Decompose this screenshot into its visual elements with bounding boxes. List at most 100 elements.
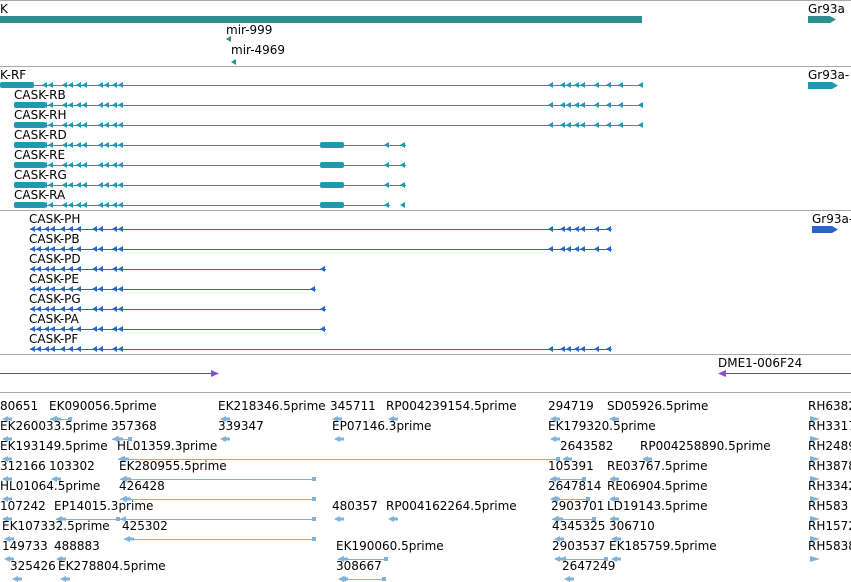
exon-arrow[interactable]	[76, 286, 81, 292]
exon-arrow[interactable]	[560, 102, 565, 108]
exon-arrow[interactable]	[580, 246, 585, 252]
exon-arrow[interactable]	[118, 122, 123, 128]
exon-arrow[interactable]	[112, 202, 117, 208]
exon-block[interactable]	[14, 202, 46, 208]
exon-arrow[interactable]	[560, 122, 565, 128]
exon-arrow[interactable]	[82, 162, 87, 168]
est-arrow[interactable]	[554, 536, 560, 542]
exon-arrow[interactable]	[104, 162, 109, 168]
exon-arrow[interactable]	[118, 226, 123, 232]
exon-arrow[interactable]	[574, 226, 579, 232]
exon-arrow[interactable]	[48, 82, 53, 88]
exon-arrow[interactable]	[320, 306, 325, 312]
exon-arrow[interactable]	[112, 286, 117, 292]
est-arrow[interactable]	[810, 496, 820, 502]
exon-arrow[interactable]	[118, 82, 123, 88]
est-block[interactable]	[648, 457, 652, 461]
exon-arrow[interactable]	[42, 182, 47, 188]
exon-arrow[interactable]	[400, 182, 405, 188]
est-block[interactable]	[615, 517, 619, 521]
exon-arrow[interactable]	[50, 266, 55, 272]
exon-arrow[interactable]	[118, 246, 123, 252]
exon-arrow[interactable]	[560, 82, 565, 88]
exon-arrow[interactable]	[62, 82, 67, 88]
est-arrow[interactable]	[388, 516, 394, 522]
exon-block[interactable]	[320, 142, 344, 148]
exon-arrow[interactable]	[384, 182, 389, 188]
exon-arrow[interactable]	[112, 182, 117, 188]
exon-arrow[interactable]	[36, 286, 41, 292]
est-block[interactable]	[556, 457, 560, 461]
exon-arrow[interactable]	[76, 326, 81, 332]
exon-arrow[interactable]	[580, 346, 585, 352]
exon-arrow[interactable]	[42, 162, 47, 168]
est-block[interactable]	[338, 417, 342, 421]
exon-arrow[interactable]	[36, 306, 41, 312]
mir-999-glyph[interactable]	[226, 36, 231, 42]
est-arrow[interactable]	[4, 556, 10, 562]
exon-arrow[interactable]	[112, 326, 117, 332]
exon-arrow[interactable]	[30, 306, 35, 312]
est-arrow[interactable]	[334, 436, 340, 442]
exon-arrow[interactable]	[118, 202, 123, 208]
exon-arrow[interactable]	[98, 102, 103, 108]
exon-arrow[interactable]	[76, 246, 81, 252]
exon-arrow[interactable]	[320, 266, 325, 272]
exon-arrow[interactable]	[48, 182, 53, 188]
gene-gr93a-arrow[interactable]	[808, 16, 836, 23]
est-block[interactable]	[8, 437, 12, 441]
est-arrow[interactable]	[810, 416, 820, 422]
est-block[interactable]	[394, 517, 398, 521]
exon-arrow[interactable]	[566, 122, 571, 128]
exon-arrow[interactable]	[580, 122, 585, 128]
exon-arrow[interactable]	[104, 102, 109, 108]
exon-arrow[interactable]	[580, 226, 585, 232]
exon-arrow[interactable]	[62, 162, 67, 168]
exon-arrow[interactable]	[50, 246, 55, 252]
est-block[interactable]	[128, 437, 132, 441]
exon-arrow[interactable]	[30, 286, 35, 292]
exon-arrow[interactable]	[60, 266, 65, 272]
est-block[interactable]	[8, 477, 12, 481]
exon-arrow[interactable]	[82, 82, 87, 88]
est-block[interactable]	[8, 497, 12, 501]
est-arrow[interactable]	[611, 556, 617, 562]
exon-arrow[interactable]	[48, 202, 53, 208]
exon-arrow[interactable]	[60, 226, 65, 232]
exon-arrow[interactable]	[548, 226, 553, 232]
exon-arrow[interactable]	[118, 162, 123, 168]
exon-arrow[interactable]	[98, 162, 103, 168]
exon-arrow[interactable]	[320, 326, 325, 332]
est-arrow[interactable]	[56, 516, 62, 522]
est-block[interactable]	[10, 557, 14, 561]
est-block[interactable]	[617, 537, 621, 541]
exon-arrow[interactable]	[62, 182, 67, 188]
exon-arrow[interactable]	[98, 82, 103, 88]
exon-arrow[interactable]	[68, 286, 73, 292]
est-arrow[interactable]	[120, 476, 126, 482]
mir-4969-glyph[interactable]	[231, 59, 236, 65]
exon-arrow[interactable]	[98, 182, 103, 188]
exon-arrow[interactable]	[112, 266, 117, 272]
exon-block[interactable]	[0, 82, 34, 88]
exon-arrow[interactable]	[594, 102, 599, 108]
exon-arrow[interactable]	[68, 162, 73, 168]
exon-arrow[interactable]	[60, 286, 65, 292]
exon-arrow[interactable]	[68, 306, 73, 312]
exon-arrow[interactable]	[118, 102, 123, 108]
exon-arrow[interactable]	[44, 266, 49, 272]
exon-arrow[interactable]	[566, 82, 571, 88]
est-arrow[interactable]	[338, 556, 344, 562]
exon-arrow[interactable]	[112, 162, 117, 168]
exon-arrow[interactable]	[44, 326, 49, 332]
est-block[interactable]	[570, 577, 574, 581]
est-block[interactable]	[340, 437, 344, 441]
exon-arrow[interactable]	[36, 346, 41, 352]
est-arrow[interactable]	[810, 536, 820, 542]
est-arrow[interactable]	[810, 516, 820, 522]
est-arrow[interactable]	[4, 536, 10, 542]
exon-arrow[interactable]	[112, 82, 117, 88]
exon-block[interactable]	[14, 182, 46, 188]
exon-arrow[interactable]	[62, 102, 67, 108]
exon-arrow[interactable]	[68, 122, 73, 128]
